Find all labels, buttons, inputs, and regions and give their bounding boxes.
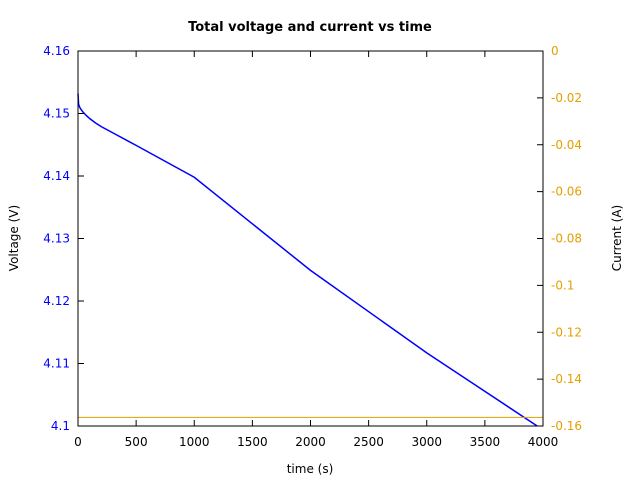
y-tick-label: 4.16	[43, 44, 70, 58]
y-tick-label: 4.11	[43, 357, 70, 371]
y2-tick-label: -0.06	[551, 185, 582, 199]
y2-tick-label: -0.12	[551, 325, 582, 339]
x-tick-label: 1000	[179, 435, 210, 449]
y-tick-label: 4.1	[51, 419, 70, 433]
x-tick-label: 4000	[528, 435, 559, 449]
x-tick-label: 500	[125, 435, 148, 449]
y-tick-label: 4.13	[43, 232, 70, 246]
x-tick-label: 0	[74, 435, 82, 449]
x-tick-label: 1500	[237, 435, 268, 449]
ticks-layer: 0 500 1000 1500 2000 2500 3000 3500 4000 4.1 4.11 4…	[43, 44, 582, 449]
y2-tick-label: -0.1	[551, 278, 574, 292]
y-axis-label: Voltage (V)	[7, 205, 21, 271]
y-tick-label: 4.15	[43, 107, 70, 121]
y-tick-label: 4.14	[43, 169, 70, 183]
x-tick-label: 3000	[411, 435, 442, 449]
y2-tick-label: -0.14	[551, 372, 582, 386]
y2-tick-label: -0.08	[551, 232, 582, 246]
x-tick-label: 2000	[295, 435, 326, 449]
x-tick-label: 3500	[470, 435, 501, 449]
chart-title: Total voltage and current vs time	[188, 20, 432, 35]
voltage-series-line	[77, 93, 538, 427]
y2-tick-label: -0.04	[551, 138, 582, 152]
y2-axis-label: Current (A)	[610, 205, 624, 271]
series-layer	[77, 93, 543, 427]
y2-tick-label: -0.16	[551, 419, 582, 433]
y-tick-label: 4.12	[43, 294, 70, 308]
plot-frame	[77, 50, 544, 427]
x-tick-label: 2500	[353, 435, 384, 449]
y2-tick-label: 0	[551, 44, 559, 58]
y2-tick-label: -0.02	[551, 91, 582, 105]
x-axis-label: time (s)	[287, 462, 334, 476]
